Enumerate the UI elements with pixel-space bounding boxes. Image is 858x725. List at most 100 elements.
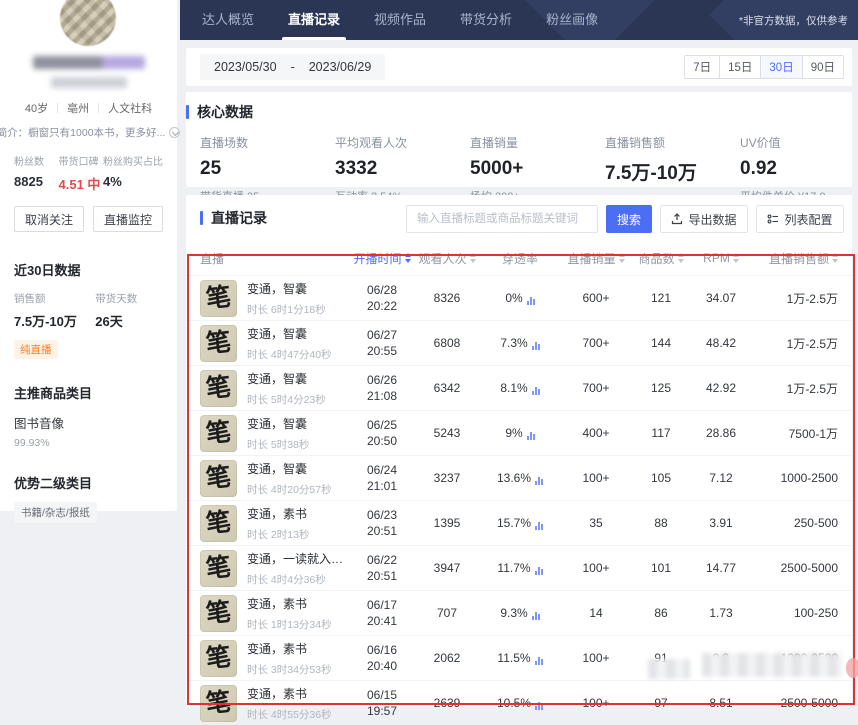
live-cover-thumbnail[interactable]: 笔 <box>200 639 237 677</box>
reputation-label: 带货口碑 <box>58 157 99 168</box>
viewers-cell: 3237 <box>433 471 461 485</box>
tab-talent-overview[interactable]: 达人概览 <box>202 12 255 27</box>
mini-chart-icon[interactable] <box>534 566 543 575</box>
tab-live-records[interactable]: 直播记录 <box>282 0 347 40</box>
viewers-cell: 707 <box>436 606 458 620</box>
table-row[interactable]: 笔 变通，智囊 时长 5时4分23秒 06/26 21:08 6342 8.1% … <box>186 365 852 410</box>
sales-cell: 700+ <box>582 336 610 350</box>
rpm-cell: 28.86 <box>705 426 737 440</box>
col-sales[interactable]: 直播销量 <box>560 250 632 267</box>
table-row[interactable]: 笔 变通，智囊 时长 5时38秒 06/25 20:50 5243 9% 400+… <box>186 410 852 455</box>
live-cover-thumbnail[interactable]: 笔 <box>200 369 237 407</box>
live-title: 变通，素书 <box>247 596 308 611</box>
rpm-cell: 14.77 <box>705 561 737 575</box>
live-title: 变通，素书 <box>247 686 308 701</box>
range-30d-button[interactable]: 30日 <box>761 55 803 79</box>
sales-cell: 14 <box>589 606 603 620</box>
range-7d-button[interactable]: 7日 <box>684 55 721 79</box>
bio-text: 简介：橱窗只有1000本书，更多好... <box>0 127 166 139</box>
list-config-button[interactable]: 列表配置 <box>756 205 844 233</box>
mini-chart-icon[interactable] <box>526 431 535 440</box>
live-cover-thumbnail[interactable]: 笔 <box>200 414 237 452</box>
tab-fans-portrait[interactable]: 粉丝画像 <box>546 12 599 27</box>
range-15d-button[interactable]: 15日 <box>720 55 762 79</box>
col-revenue[interactable]: 直播销售额 <box>752 250 838 267</box>
sales-cell: 600+ <box>582 291 610 305</box>
products-cell: 125 <box>650 381 672 395</box>
sub-category-title: 优势二级类目 <box>14 476 93 491</box>
export-data-button[interactable]: 导出数据 <box>660 205 748 233</box>
pure-live-tag: 纯直播 <box>14 340 58 359</box>
search-input[interactable] <box>406 205 598 233</box>
live-monitor-button[interactable]: 直播监控 <box>93 206 163 232</box>
unfollow-button[interactable]: 取消关注 <box>14 206 84 232</box>
category-label: 人文社科 <box>108 103 153 115</box>
range-90d-button[interactable]: 90日 <box>802 55 844 79</box>
core-data-card: 核心数据 直播场数 25 带货直播 25 平均观看人次 3332 互动率 2.5… <box>186 92 852 208</box>
penetration-cell: 11.7% <box>480 561 560 575</box>
col-start-time[interactable]: 开播时间 <box>350 250 414 267</box>
table-row[interactable]: 笔 变通，素书 时长 1时13分34秒 06/17 20:41 707 9.3% … <box>186 590 852 635</box>
sort-icon <box>618 253 625 263</box>
table-row[interactable]: 笔 变通，素书 时长 2时13秒 06/23 20:51 1395 15.7% 3… <box>186 500 852 545</box>
sales-amount-label: 销售额 <box>14 293 46 305</box>
mini-chart-icon[interactable] <box>535 701 544 710</box>
col-products[interactable]: 商品数 <box>632 250 690 267</box>
penetration-cell: 15.7% <box>480 516 560 530</box>
search-button[interactable]: 搜索 <box>606 205 652 233</box>
live-title: 变通，智囊 <box>247 281 308 296</box>
table-row[interactable]: 笔 变通，素书 时长 4时55分36秒 06/15 19:57 2639 10.5… <box>186 680 852 725</box>
live-cover-thumbnail[interactable]: 笔 <box>200 459 237 497</box>
live-duration: 时长 4时55分36秒 <box>247 708 332 721</box>
viewers-cell: 5243 <box>433 426 461 440</box>
live-cover-thumbnail[interactable]: 笔 <box>200 684 237 722</box>
mini-chart-icon[interactable] <box>535 476 544 485</box>
live-cover-thumbnail[interactable]: 笔 <box>200 279 237 317</box>
tab-sales-analysis[interactable]: 带货分析 <box>460 12 513 27</box>
sub-category-tag[interactable]: 书籍/杂志/报纸 <box>14 502 97 523</box>
date-range-picker[interactable]: 2023/05/30 - 2023/06/29 <box>200 54 386 80</box>
sort-icon <box>404 253 411 263</box>
table-row[interactable]: 笔 变通，智囊 时长 4时47分40秒 06/27 20:55 6808 7.3%… <box>186 320 852 365</box>
col-viewers[interactable]: 观看人次 <box>414 250 480 267</box>
col-penetration: 穿透率 <box>501 251 538 266</box>
mini-chart-icon[interactable] <box>531 611 540 620</box>
selling-days-value: 26天 <box>95 314 123 329</box>
table-row[interactable]: 笔 变通，智囊 时长 6时1分18秒 06/28 20:22 8326 0% 60… <box>186 275 852 320</box>
avatar[interactable] <box>60 0 116 46</box>
mini-chart-icon[interactable] <box>531 341 540 350</box>
table-row[interactable]: 笔 变通，素书 时长 3时34分53秒 06/16 20:40 2062 11.5… <box>186 635 852 680</box>
viewers-cell: 6808 <box>433 336 461 350</box>
talent-profile-sidebar: 40岁 亳州 人文社科 简介：橱窗只有1000本书，更多好... 粉丝数 882… <box>0 0 181 523</box>
mini-chart-icon[interactable] <box>534 656 543 665</box>
date-range-presets: 7日 15日 30日 90日 <box>684 55 844 79</box>
table-row[interactable]: 笔 变通，智囊 时长 4时20分57秒 06/24 21:01 3237 13.6… <box>186 455 852 500</box>
main-category-title: 主推商品类目 <box>14 386 93 401</box>
col-rpm[interactable]: RPM <box>690 251 752 265</box>
revenue-cell: 250-500 <box>793 516 838 530</box>
tab-video-works[interactable]: 视频作品 <box>374 12 427 27</box>
mini-chart-icon[interactable] <box>535 521 544 530</box>
mini-chart-icon[interactable] <box>526 296 535 305</box>
date-end: 2023/06/29 <box>308 60 372 74</box>
live-duration: 时长 3时34分53秒 <box>247 663 332 676</box>
products-cell: 117 <box>651 426 671 440</box>
mini-chart-icon[interactable] <box>531 386 540 395</box>
date-start: 2023/05/30 <box>214 60 277 74</box>
live-cover-thumbnail[interactable]: 笔 <box>200 594 237 632</box>
live-title: 变通，素书 <box>247 641 308 656</box>
products-cell: 97 <box>654 696 668 710</box>
rpm-cell: 7.12 <box>709 471 733 485</box>
products-cell: 144 <box>650 336 672 350</box>
products-cell: 88 <box>654 516 668 530</box>
live-cover-thumbnail[interactable]: 笔 <box>200 504 237 542</box>
viewers-cell: 6342 <box>433 381 461 395</box>
start-time-cell: 06/28 20:22 <box>366 283 398 313</box>
live-cover-thumbnail[interactable]: 笔 <box>200 324 237 362</box>
live-title: 变通，智囊 <box>247 416 308 431</box>
sales-cell: 100+ <box>582 696 610 710</box>
bio-expand-icon[interactable] <box>169 127 181 138</box>
live-cover-thumbnail[interactable]: 笔 <box>200 549 237 587</box>
viewers-cell: 2062 <box>433 651 461 665</box>
